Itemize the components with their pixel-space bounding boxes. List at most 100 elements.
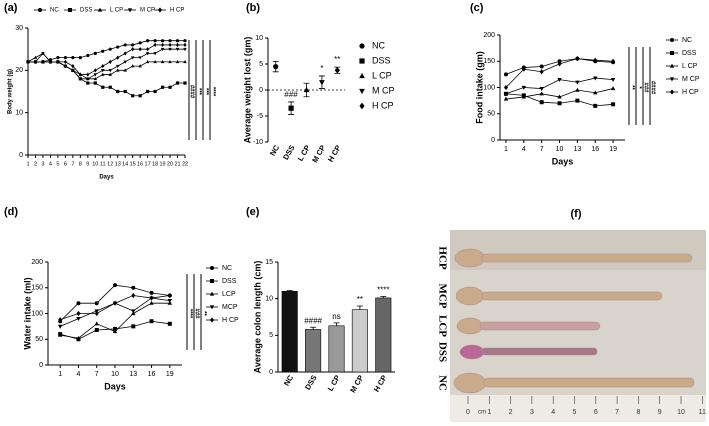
x-tick-label: H CP bbox=[326, 143, 343, 163]
error-bar bbox=[380, 296, 387, 298]
cecum bbox=[454, 248, 486, 268]
data-point bbox=[131, 43, 135, 47]
data-point bbox=[93, 76, 98, 81]
data-point bbox=[108, 47, 112, 51]
significance-label: *** bbox=[202, 88, 208, 96]
significance-label: ** bbox=[357, 295, 363, 304]
data-point bbox=[116, 55, 120, 60]
data-point bbox=[539, 86, 544, 91]
significance-label: ** bbox=[628, 85, 634, 90]
data-point bbox=[575, 87, 580, 92]
data-point bbox=[183, 42, 187, 48]
data-point bbox=[168, 85, 172, 89]
data-point bbox=[138, 94, 142, 98]
legend-marker bbox=[359, 58, 365, 64]
y-tick-label: 5 bbox=[269, 332, 273, 339]
y-tick-label: 200 bbox=[483, 32, 495, 39]
x-tick-label: 2 bbox=[34, 161, 37, 167]
data-point bbox=[557, 61, 562, 67]
y-tick-label: 5 bbox=[259, 61, 263, 68]
legend-marker bbox=[97, 7, 103, 12]
sample-label: LCP bbox=[436, 315, 448, 337]
x-tick-label: 16 bbox=[137, 161, 143, 167]
x-tick-label: 13 bbox=[129, 371, 137, 378]
data-point bbox=[86, 77, 90, 81]
data-point bbox=[593, 90, 598, 95]
panel-label: (a) bbox=[4, 2, 18, 14]
legend-label: DSS bbox=[80, 8, 92, 14]
x-tick-label: 12 bbox=[107, 161, 113, 167]
legend-marker bbox=[670, 51, 674, 55]
x-tick-label: 10 bbox=[556, 146, 564, 153]
data-point bbox=[167, 299, 173, 304]
legend-label: NC bbox=[682, 37, 692, 44]
data-point bbox=[153, 52, 157, 56]
significance-label: * bbox=[635, 86, 641, 89]
data-point bbox=[123, 68, 127, 72]
data-point bbox=[108, 85, 112, 89]
significance-label: #### bbox=[304, 316, 322, 325]
data-point bbox=[153, 39, 157, 43]
data-point bbox=[521, 94, 527, 99]
data-point bbox=[138, 64, 142, 68]
data-point bbox=[319, 80, 325, 86]
sample-label: MCP bbox=[436, 283, 448, 308]
significance-label: ** bbox=[334, 55, 340, 64]
x-tick-label: 7 bbox=[540, 146, 544, 153]
data-point bbox=[94, 301, 99, 306]
legend-label: M CP bbox=[682, 76, 700, 83]
legend-marker bbox=[359, 43, 365, 49]
y-tick-label: 10 bbox=[265, 296, 273, 303]
y-tick-label: 30 bbox=[15, 25, 23, 32]
cecum bbox=[459, 344, 485, 360]
data-point bbox=[78, 56, 82, 60]
ruler-label: 3 bbox=[530, 409, 534, 416]
data-point bbox=[63, 59, 67, 64]
data-point bbox=[131, 285, 136, 290]
data-point bbox=[56, 56, 60, 60]
data-point bbox=[539, 91, 544, 96]
data-point bbox=[146, 47, 150, 52]
y-tick-label: 200 bbox=[31, 259, 43, 266]
data-point bbox=[575, 98, 580, 103]
data-point bbox=[611, 58, 616, 64]
data-point bbox=[153, 42, 157, 48]
data-point bbox=[113, 326, 117, 331]
data-point bbox=[101, 72, 105, 76]
y-tick-label: 50 bbox=[35, 336, 43, 343]
data-point bbox=[175, 47, 180, 52]
significance-label: ### bbox=[193, 308, 199, 319]
legend-label: L CP bbox=[682, 63, 698, 70]
bar bbox=[375, 297, 392, 373]
data-point bbox=[160, 85, 165, 89]
colon bbox=[481, 253, 693, 263]
data-point bbox=[539, 69, 544, 75]
data-point bbox=[108, 72, 112, 76]
sample-label: HCP bbox=[436, 246, 448, 270]
y-tick-label: 10 bbox=[255, 35, 263, 42]
x-tick-label: 3 bbox=[41, 161, 44, 167]
series-line bbox=[27, 52, 185, 80]
x-tick-label: 10 bbox=[92, 161, 98, 167]
data-point bbox=[101, 85, 105, 89]
data-point bbox=[557, 94, 562, 99]
data-point bbox=[101, 69, 105, 73]
x-tick-label: 5 bbox=[56, 161, 59, 167]
legend-label: L CP bbox=[372, 70, 392, 80]
data-point bbox=[153, 89, 157, 94]
legend-marker bbox=[359, 102, 365, 110]
legend-label: NC bbox=[50, 8, 59, 14]
legend-marker bbox=[210, 266, 214, 270]
data-point bbox=[76, 301, 81, 306]
series-line bbox=[28, 44, 185, 75]
ruler-label: 11 bbox=[699, 409, 706, 416]
data-point bbox=[521, 66, 526, 72]
cecum bbox=[453, 372, 487, 394]
x-axis-label: Days bbox=[104, 381, 126, 391]
x-tick-label: DSS bbox=[281, 143, 297, 161]
sample-label: NC bbox=[436, 375, 448, 391]
data-point bbox=[115, 64, 120, 69]
data-point bbox=[175, 42, 180, 48]
x-axis-label: Days bbox=[99, 175, 114, 181]
legend-marker bbox=[210, 317, 214, 323]
